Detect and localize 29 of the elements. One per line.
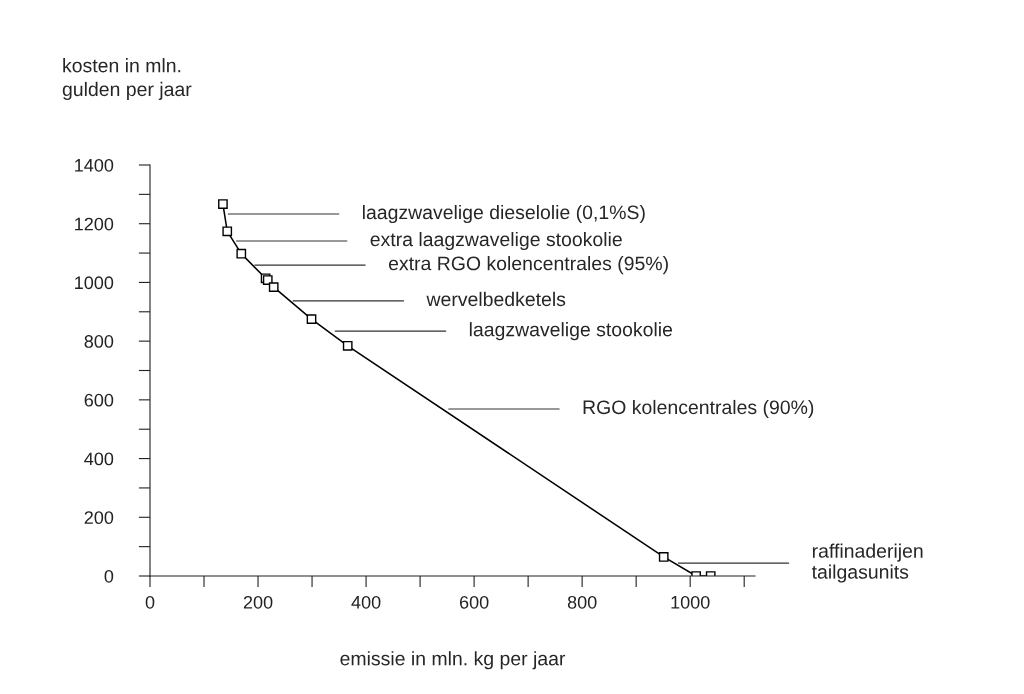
annotation: extra laagzwavelige stookolie [370,231,622,251]
y-tick-label: 600 [84,393,114,407]
x-tick-label: 400 [351,595,381,609]
annotation: laagzwavelige dieselolie (0,1%S) [362,204,645,224]
y-tick-label: 200 [84,511,114,525]
x-tick-label: 0 [145,595,155,609]
x-tick-label: 800 [567,595,597,609]
point [268,282,279,292]
y-tick-label: 1400 [75,158,114,172]
point [222,226,233,237]
y-tick-label: 400 [84,452,114,466]
point [218,199,228,209]
y-tick-label: 0 [104,569,114,583]
annotation: laagzwavelige stookolie [469,322,673,341]
annotation: wervelbedketels [426,291,566,307]
y-tick-label: 1200 [75,217,114,231]
y-tick-label: 1000 [75,276,114,290]
annotation: extra RGO kolencentrales (95%) [388,256,668,275]
y-axis-title: kosten in mln. gulden per jaar [62,58,192,100]
annotation: raffinaderijen tailgasunits [811,543,923,583]
y-tick-label: 800 [84,335,114,348]
annotation: RGO kolencentrales (90%) [583,399,814,419]
point [306,314,317,324]
point [342,340,353,351]
x-axis-title: emissie in mln. kg per jaar [340,651,566,670]
point [236,248,247,259]
x-tick-label: 600 [459,595,489,609]
x-tick-label: 200 [243,595,273,609]
x-tick-label: 1000 [671,595,710,609]
